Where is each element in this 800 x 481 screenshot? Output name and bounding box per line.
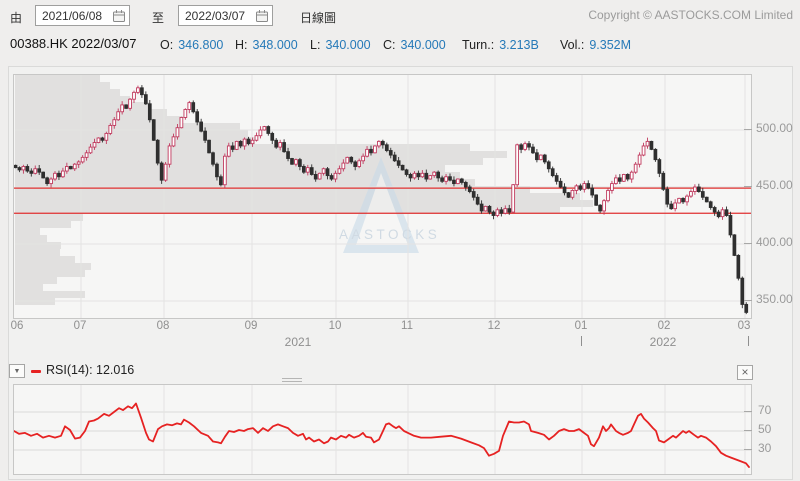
price-tick [744,129,752,130]
quote-field-value: 346.800 [178,38,224,52]
rsi-tick [744,449,752,450]
quote-field-label: Vol.: [560,38,585,52]
year-label: 2021 [284,335,312,349]
year-label: 2022 [649,335,677,349]
quote-field: H: 348.000 [235,36,298,54]
calendar-icon[interactable] [112,9,126,30]
price-tick-label: 450.00 [756,178,793,192]
from-date-value: 2021/06/08 [42,9,103,23]
price-tick [744,300,752,301]
month-label: 02 [657,320,671,332]
to-date-input[interactable]: 2022/03/07 [178,5,273,26]
price-tick-label: 350.00 [756,292,793,306]
quote-field-label: L: [310,38,321,52]
price-tick [744,243,752,244]
chart-type-label: 日線圖 [300,11,337,25]
from-date-input[interactable]: 2021/06/08 [35,5,130,26]
quote-field-label: Turn.: [462,38,495,52]
to-label: 至 [152,11,165,25]
close-indicator-button[interactable]: × [737,365,753,380]
symbol-date: 00388.HK 2022/03/07 [10,36,137,51]
month-label: 11 [401,320,413,332]
price-tick-label: 400.00 [756,235,793,249]
close-icon: × [741,365,749,379]
price-chart-plot[interactable]: AASTOCKS [13,74,752,319]
month-label: 09 [244,320,258,332]
price-tick-label: 500.00 [756,121,793,135]
quote-field: C: 340.000 [383,36,446,54]
indicator-dropdown-button[interactable]: ▼ [9,364,25,378]
rsi-plot[interactable] [13,384,752,475]
quote-field-label: O: [160,38,174,52]
rsi-label: RSI(14): 12.016 [46,363,135,377]
quote-field-value: 9.352M [589,38,632,52]
grip-line [282,381,302,382]
copyright-text: Copyright © AASTOCKS.COM Limited [588,8,793,22]
candlestick-chart: AASTOCKS [13,75,751,318]
year-tick [581,336,582,346]
quote-field: O: 346.800 [160,36,223,54]
quote-field-value: 348.000 [252,38,298,52]
svg-text:AASTOCKS: AASTOCKS [339,227,440,242]
rsi-chart [13,385,751,474]
month-label: 03 [737,320,751,332]
rsi-tick [744,430,752,431]
quote-field: Turn.: 3.213B [462,36,539,54]
month-label: 07 [73,320,87,332]
month-label: 10 [328,320,342,332]
rsi-tick-label: 50 [758,422,772,436]
month-label: 08 [156,320,170,332]
rsi-tick-label: 70 [758,403,772,417]
rsi-legend-dash [31,370,41,373]
quote-field-value: 3.213B [499,38,539,52]
quote-field: Vol.: 9.352M [560,36,631,54]
rsi-tick-label: 30 [758,441,772,455]
from-label: 由 [10,11,23,25]
month-label: 01 [574,320,588,332]
quote-field-label: C: [383,38,396,52]
calendar-icon[interactable] [255,9,269,30]
quote-field-label: H: [235,38,248,52]
month-label: 06 [10,320,24,332]
to-date-value: 2022/03/07 [185,9,246,23]
quote-field-value: 340.000 [400,38,446,52]
price-tick [744,186,752,187]
quote-field: L: 340.000 [310,36,371,54]
panel-resize-grip[interactable] [282,378,302,382]
chevron-down-icon: ▼ [13,368,21,375]
month-label: 12 [487,320,501,332]
quote-field-value: 340.000 [325,38,371,52]
grip-line [282,378,302,379]
rsi-tick [744,411,752,412]
year-tick [748,336,749,346]
